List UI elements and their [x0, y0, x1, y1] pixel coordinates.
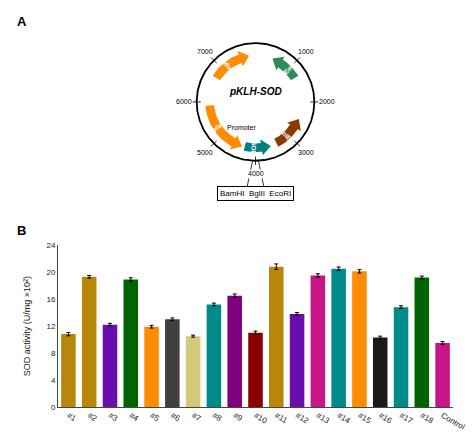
- svg-text:#3: #3: [107, 411, 120, 424]
- svg-text:16: 16: [46, 295, 55, 304]
- svg-text:#4: #4: [128, 411, 141, 424]
- svg-text:24: 24: [46, 241, 55, 250]
- svg-text:B: B: [17, 223, 26, 238]
- svg-text:7000: 7000: [197, 48, 213, 55]
- svg-text:3000: 3000: [298, 149, 314, 156]
- svg-text:8: 8: [51, 349, 56, 358]
- svg-text:#12: #12: [294, 411, 311, 426]
- svg-text:#18: #18: [419, 411, 436, 426]
- svg-text:#6: #6: [169, 411, 182, 424]
- svg-text:#1: #1: [65, 411, 78, 424]
- svg-text:#14: #14: [336, 411, 353, 426]
- svg-text:colE1: colE1: [278, 127, 295, 145]
- svg-text:#17: #17: [398, 411, 415, 426]
- svg-text:pKLH-SOD: pKLH-SOD: [229, 86, 282, 97]
- svg-text:#8: #8: [211, 411, 224, 424]
- svg-text:#15: #15: [356, 411, 373, 426]
- svg-text:#16: #16: [377, 411, 394, 426]
- svg-text:4000: 4000: [248, 170, 264, 177]
- svg-text:Em: Em: [282, 63, 294, 75]
- svg-text:Promoter: Promoter: [227, 124, 256, 131]
- svg-text:4: 4: [51, 376, 56, 385]
- svg-text:#9: #9: [232, 411, 245, 424]
- svg-text:20: 20: [46, 268, 55, 277]
- svg-text:Control: Control: [440, 411, 467, 432]
- svg-text:#2: #2: [86, 411, 99, 424]
- svg-text:repE: repE: [209, 120, 226, 135]
- svg-text:A: A: [17, 14, 27, 29]
- svg-text:6000: 6000: [176, 98, 192, 105]
- svg-text:#7: #7: [190, 411, 203, 424]
- svg-text:BamHI BglII EcoRI: BamHI BglII EcoRI: [220, 189, 291, 198]
- svg-text:12: 12: [46, 322, 55, 331]
- svg-text:0: 0: [51, 403, 56, 412]
- svg-text:#11: #11: [273, 411, 289, 425]
- svg-text:#10: #10: [253, 411, 270, 426]
- svg-text:repD: repD: [219, 57, 235, 74]
- svg-text:#5: #5: [149, 411, 162, 424]
- svg-text:1000: 1000: [298, 48, 314, 55]
- svg-text:#13: #13: [315, 411, 332, 426]
- svg-text:SOD activity (U/mg ×10²): SOD activity (U/mg ×10²): [22, 276, 32, 376]
- svg-text:2000: 2000: [319, 98, 335, 105]
- svg-text:5000: 5000: [197, 149, 213, 156]
- svg-text:SOD: SOD: [250, 141, 258, 156]
